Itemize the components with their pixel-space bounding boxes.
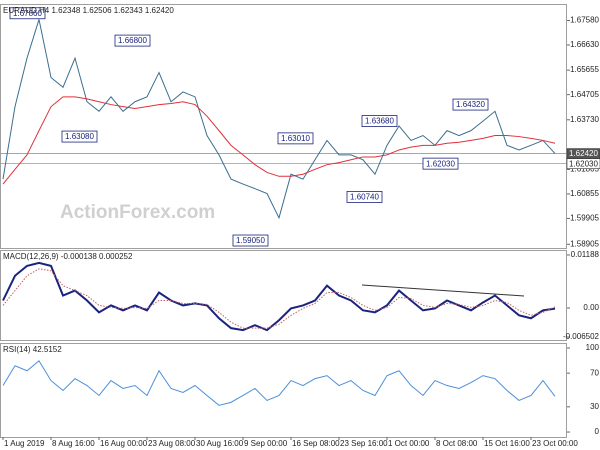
series-line [2,96,556,185]
annotation-label: 1.59050 [236,236,265,245]
annotation-box [232,234,269,247]
y-tick-label: 1.63730 [570,115,599,124]
x-tick-label: 8 Oct 08:00 [436,439,478,448]
panel-title: EURAUD,H4 1.62348 1.62506 1.62343 1.6242… [3,6,174,15]
annotation-box [422,157,459,170]
series-line [2,268,556,329]
trend-line [361,284,525,297]
y-tick-label: 100 [586,343,600,352]
x-tick-label: 9 Sep 00:00 [244,439,288,448]
y-tick-label: -0.006502 [563,332,600,341]
y-tick-label: 1.67580 [570,16,599,25]
x-tick-label: 23 Sep 16:00 [340,439,388,448]
x-tick-label: 1 Aug 2019 [4,439,45,448]
annotation-box [452,98,489,111]
annotation-label: 1.67860 [13,9,42,18]
y-tick-label: 1.58905 [570,239,599,248]
x-tick-label: 23 Aug 08:00 [148,439,196,448]
price-panel-frame [0,4,567,249]
panel-title: MACD(12,26,9) -0.000138 0.000252 [3,252,133,261]
annotation-box [277,132,314,145]
panel-title: RSI(14) 42.5152 [3,345,62,354]
annotation-label: 1.60740 [350,193,379,202]
y-tick-label: 1.60855 [570,189,599,198]
price-label: 1.62030 [569,159,598,168]
x-tick-label: 8 Aug 16:00 [52,439,95,448]
annotation-box [114,34,151,47]
annotation-label: 1.64320 [456,100,485,109]
y-tick-label: 1.61805 [570,165,599,174]
x-tick-label: 16 Aug 00:00 [100,439,148,448]
x-tick-label: 23 Oct 00:00 [532,439,578,448]
annotation-box [361,115,398,127]
y-tick-label: 0 [595,427,600,436]
annotation-label: 1.62030 [426,159,455,168]
series-line [2,19,556,220]
annotation-box [346,191,383,203]
y-tick-label: 1.64705 [570,90,599,99]
price-label-box [566,158,600,169]
macd-panel-frame [0,250,567,341]
x-tick-label: 16 Sep 08:00 [292,439,340,448]
y-tick-label: 70 [590,368,599,377]
watermark: ActionForex.com [60,202,215,223]
series-line [2,360,556,406]
y-tick-label: 0.00 [583,303,599,312]
annotation-label: 1.63010 [281,134,310,143]
series-line [2,261,556,332]
rsi-panel-frame [0,343,567,438]
y-tick-label: 0.01188 [571,250,600,259]
y-tick-label: 1.59905 [570,214,599,223]
x-tick-label: 15 Oct 16:00 [484,439,530,448]
y-tick-label: 1.65655 [570,65,599,74]
annotation-box [61,130,98,143]
annotation-box [9,7,46,20]
annotation-label: 1.63080 [65,132,94,141]
annotation-label: 1.63680 [365,117,394,126]
annotation-label: 1.66800 [118,36,147,45]
price-label: 1.62420 [569,149,598,158]
x-tick-label: 1 Oct 00:00 [388,439,430,448]
y-tick-label: 30 [590,402,599,411]
y-tick-label: 1.66630 [570,40,599,49]
x-tick-label: 30 Aug 16:00 [196,439,244,448]
